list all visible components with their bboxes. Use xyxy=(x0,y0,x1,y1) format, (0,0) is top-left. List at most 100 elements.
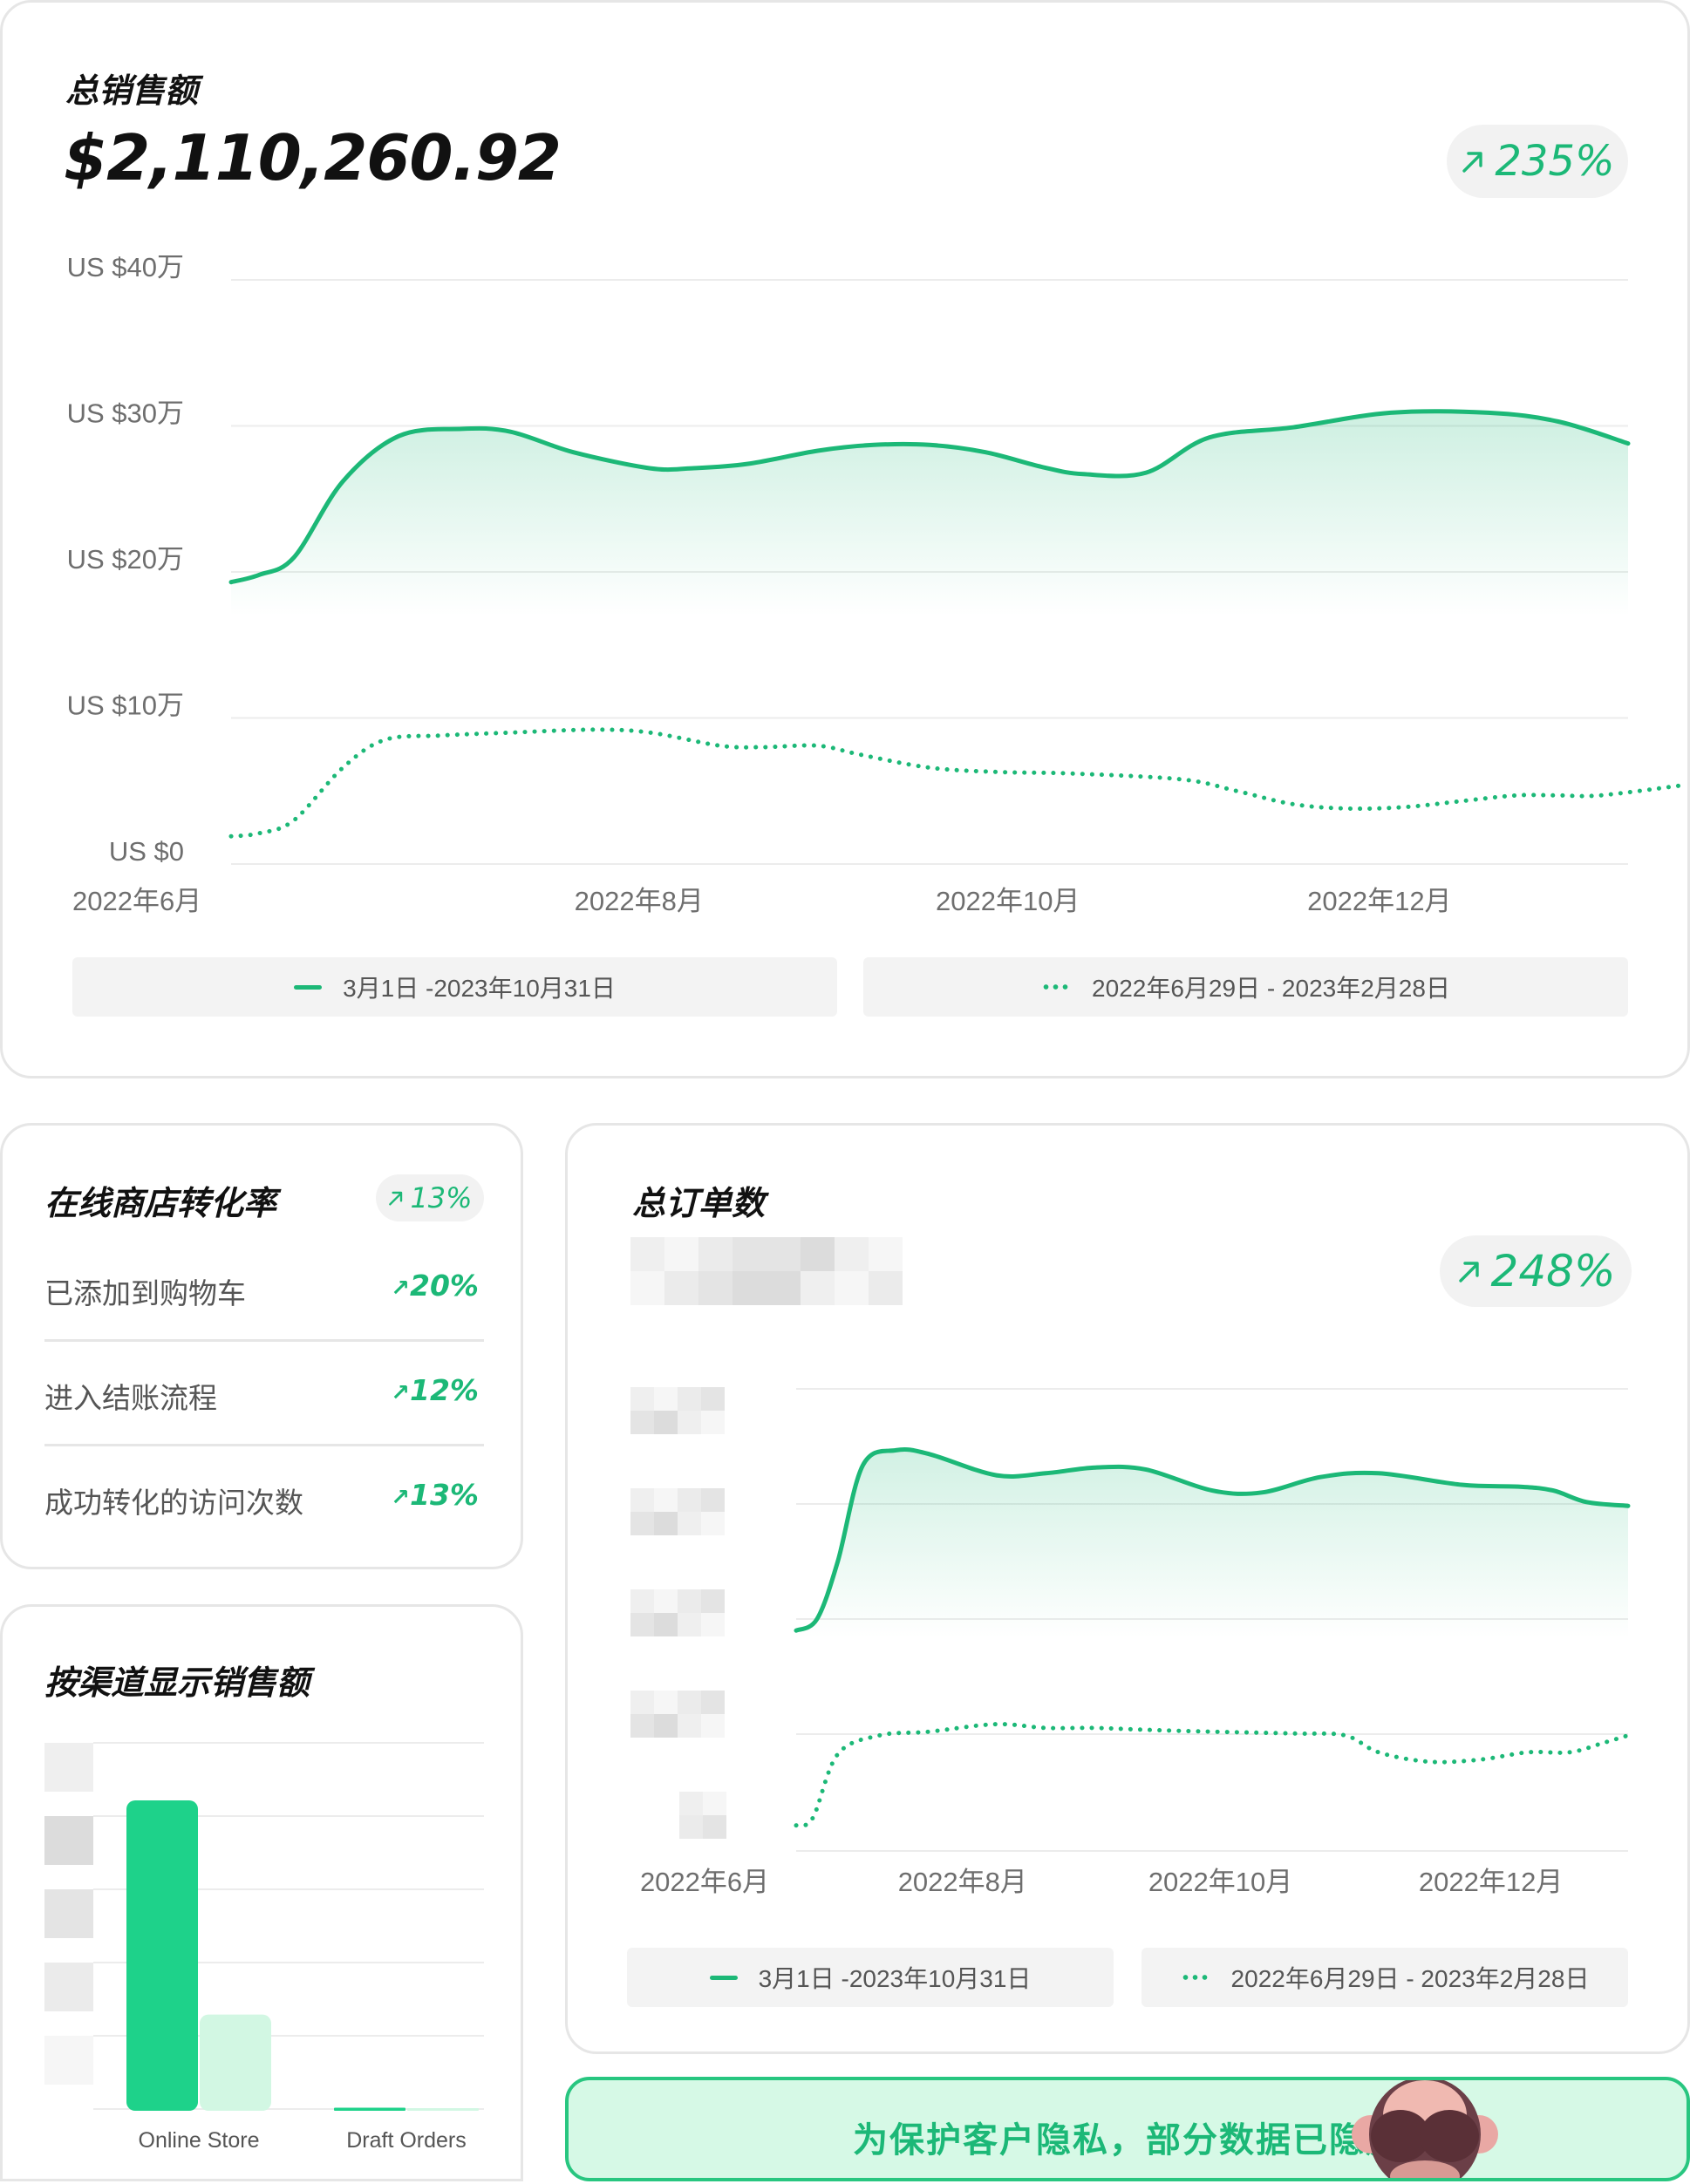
mosaic-cell xyxy=(654,1691,678,1714)
arrow-up-right-icon: ↗ xyxy=(391,1485,410,1511)
orders-change-badge: 248% xyxy=(1440,1235,1632,1307)
y-tick-label: US $10万 xyxy=(67,691,184,721)
mosaic-cell xyxy=(678,1512,701,1535)
mosaic-cell xyxy=(630,1613,654,1636)
mosaic-cell xyxy=(69,2060,93,2085)
orders-legend-current-label: 3月1日 -2023年10月31日 xyxy=(758,1965,1032,1992)
hidden-axis-label xyxy=(630,1488,725,1535)
mosaic-cell xyxy=(869,1237,903,1271)
mosaic-cell xyxy=(44,1889,69,1914)
y-tick-label: US $0 xyxy=(109,836,184,867)
x-tick-label: 2022年12月 xyxy=(1307,886,1451,916)
privacy-banner: 为保护客户隐私，部分数据已隐藏 xyxy=(565,2077,1690,2181)
privacy-banner-text: 为保护客户隐私，部分数据已隐藏 xyxy=(853,2120,1402,2160)
hidden-axis-label xyxy=(630,1387,725,1434)
mosaic-cell xyxy=(654,1488,678,1512)
mosaic-cell xyxy=(44,2060,69,2085)
row-divider xyxy=(44,1339,484,1342)
mosaic-cell xyxy=(44,1963,69,1987)
total-orders-card: 总订单数 248% 2022年6月 2022年8月 2022年10月 2022年12月… xyxy=(565,1123,1690,2054)
mosaic-cell xyxy=(701,1714,725,1738)
mosaic-cell xyxy=(630,1691,654,1714)
see-no-evil-monkey-icon xyxy=(1352,2080,1498,2178)
sales-by-channel-card: 按渠道显示销售额 Online Store Draft Orders xyxy=(0,1604,523,2181)
mosaic-cell xyxy=(654,1512,678,1535)
hidden-axis-labels xyxy=(44,1743,93,2144)
sales-change-badge: 235% xyxy=(1447,125,1628,198)
mosaic-cell xyxy=(801,1271,835,1305)
conversion-row-value: ↗12% xyxy=(391,1373,479,1407)
conversion-row-label: 已添加到购物车 xyxy=(44,1277,246,1310)
mosaic-cell xyxy=(630,1488,654,1512)
conversion-row-label: 进入结账流程 xyxy=(44,1382,217,1414)
x-tick-label: 2022年6月 xyxy=(72,886,201,916)
sales-legend-previous[interactable]: 2022年6月29日 - 2023年2月28日 xyxy=(863,957,1628,1017)
dotted-line-swatch xyxy=(1180,1975,1210,1980)
arrow-up-right-icon xyxy=(1462,152,1483,173)
arrow-up-right-icon xyxy=(1458,1262,1479,1283)
solid-line-swatch xyxy=(709,1975,738,1980)
hidden-axis-label xyxy=(679,1792,726,1839)
bar-current xyxy=(126,1800,198,2111)
category-label: Draft Orders xyxy=(346,2128,467,2153)
total-sales-value: $2,110,260.92 xyxy=(64,121,562,194)
mosaic-cell xyxy=(698,1237,733,1271)
channel-chart: Online Store Draft Orders xyxy=(93,1742,484,2153)
mosaic-cell xyxy=(733,1237,767,1271)
conversion-change-value: 13% xyxy=(410,1181,473,1214)
series-line-previous xyxy=(794,1722,1631,1828)
mosaic-cell xyxy=(654,1411,678,1434)
mosaic-cell xyxy=(44,1816,69,1840)
mosaic-cell xyxy=(835,1237,869,1271)
mosaic-cell xyxy=(44,1767,69,1792)
orders-legend-previous[interactable]: 2022年6月29日 - 2023年2月28日 xyxy=(1141,1948,1628,2007)
mosaic-cell xyxy=(630,1237,664,1271)
mosaic-cell xyxy=(664,1271,698,1305)
series-line-current xyxy=(794,1446,1631,1633)
mosaic-cell xyxy=(678,1613,701,1636)
mosaic-cell xyxy=(733,1271,767,1305)
arrow-up-right-icon: ↗ xyxy=(391,1380,410,1406)
mosaic-cell xyxy=(69,1889,93,1914)
orders-legend-current[interactable]: 3月1日 -2023年10月31日 xyxy=(627,1948,1114,2007)
mosaic-cell xyxy=(835,1271,869,1305)
sales-legend-current[interactable]: 3月1日 -2023年10月31日 xyxy=(72,957,837,1017)
y-tick-label: US $40万 xyxy=(67,252,184,282)
mosaic-cell xyxy=(654,1613,678,1636)
mosaic-cell xyxy=(678,1387,701,1411)
bar-previous xyxy=(407,2108,479,2111)
x-tick-label: 2022年10月 xyxy=(1148,1867,1292,1897)
mosaic-cell xyxy=(678,1589,701,1613)
mosaic-cell xyxy=(69,1987,93,2011)
mosaic-cell xyxy=(801,1237,835,1271)
mosaic-cell xyxy=(44,1743,69,1767)
hidden-axis-label xyxy=(630,1691,725,1738)
mosaic-cell xyxy=(44,1987,69,2011)
mosaic-cell xyxy=(69,2036,93,2060)
arrow-up-right-icon xyxy=(389,1191,403,1206)
mosaic-cell xyxy=(701,1512,725,1535)
conversion-row-label: 成功转化的访问次数 xyxy=(44,1487,303,1519)
sales-legend-current-label: 3月1日 -2023年10月31日 xyxy=(343,975,616,1002)
hidden-axis-label xyxy=(630,1589,725,1636)
sales-legend-previous-label: 2022年6月29日 - 2023年2月28日 xyxy=(1092,975,1450,1002)
mosaic-cell xyxy=(703,1792,726,1815)
mosaic-cell xyxy=(654,1714,678,1738)
mosaic-cell xyxy=(701,1589,725,1613)
mosaic-cell xyxy=(869,1271,903,1305)
conversion-row-number: 13% xyxy=(410,1478,479,1512)
hidden-order-total xyxy=(630,1237,903,1305)
mosaic-cell xyxy=(630,1589,654,1613)
orders-legend-previous-label: 2022年6月29日 - 2023年2月28日 xyxy=(1230,1965,1590,1992)
x-tick-label: 2022年8月 xyxy=(898,1867,1027,1897)
conversion-rate-card: 在线商店转化率 13% 已添加到购物车 ↗20% 进入结账流程 ↗12% 成功转… xyxy=(0,1123,523,1569)
mosaic-cell xyxy=(701,1387,725,1411)
total-sales-card: 总销售额 $2,110,260.92 235% US $0 US $10万 US $… xyxy=(0,0,1690,1078)
mosaic-cell xyxy=(701,1691,725,1714)
dotted-line-swatch xyxy=(1041,984,1072,990)
conversion-row-number: 12% xyxy=(410,1373,479,1407)
orders-title: 总订单数 xyxy=(632,1184,766,1222)
mosaic-cell xyxy=(69,1840,93,1865)
mosaic-cell xyxy=(69,1914,93,1938)
y-tick-label: US $20万 xyxy=(67,544,184,575)
